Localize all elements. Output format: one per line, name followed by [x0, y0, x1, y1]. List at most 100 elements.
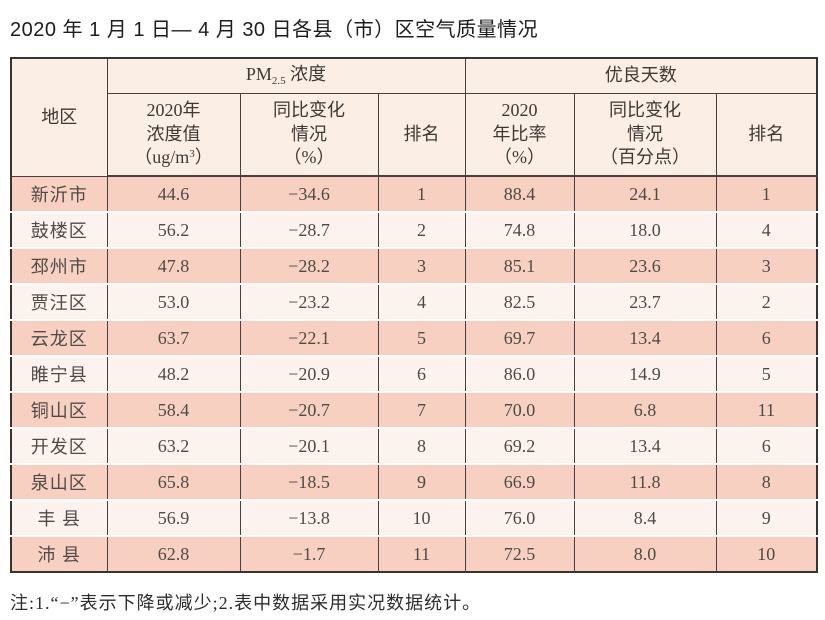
- good-ratio-cell: 74.8: [464, 211, 575, 249]
- good-ratio-line3: （%）: [494, 146, 546, 167]
- pm-rank-cell: 3: [377, 247, 466, 285]
- column-header-pm-value: 2020年 浓度值 （ug/m3）: [106, 92, 241, 177]
- region-cell: 睢宁县: [10, 355, 108, 393]
- good-ratio-cell: 70.0: [464, 391, 575, 429]
- good-change-line2: 情况: [627, 123, 664, 144]
- pm-value-cell: 62.8: [106, 535, 241, 573]
- good-rank-cell: 11: [715, 391, 818, 429]
- pm-change-cell: −22.1: [239, 319, 379, 357]
- good-ratio-line2: 年比率: [492, 123, 547, 144]
- good-change-cell: 23.6: [573, 247, 717, 285]
- table-body: 新沂市 44.6 −34.6 1 88.4 24.1 1 鼓楼区 56.2 −2…: [10, 175, 818, 573]
- region-cell: 云龙区: [10, 319, 108, 357]
- table-row: 鼓楼区 56.2 −28.7 2 74.8 18.0 4: [10, 211, 818, 249]
- pm25-label-subscript: 2.5: [271, 75, 286, 88]
- pm-rank-cell: 8: [377, 427, 466, 465]
- pm-value-cell: 58.4: [106, 391, 241, 429]
- pm-change-cell: −20.7: [239, 391, 379, 429]
- pm-value-cell: 56.2: [106, 211, 241, 249]
- good-rank-cell: 1: [715, 175, 818, 213]
- column-header-region: 地区: [10, 57, 108, 177]
- region-cell: 鼓楼区: [10, 211, 108, 249]
- pm-change-line2: 情况: [291, 123, 327, 144]
- header-group-row: 地区 PM2.5 浓度 优良天数: [10, 57, 818, 177]
- good-ratio-cell: 69.7: [464, 319, 575, 357]
- pm-value-cell: 63.7: [106, 319, 241, 357]
- pm-rank-cell: 11: [377, 535, 466, 573]
- good-ratio-cell: 72.5: [464, 535, 575, 573]
- pm-rank-cell: 6: [377, 355, 466, 393]
- good-rank-cell: 8: [715, 463, 818, 501]
- pm-value-cell: 48.2: [106, 355, 241, 393]
- pm-rank-cell: 5: [377, 319, 466, 357]
- pm-change-cell: −20.1: [239, 427, 379, 465]
- table-row: 沛 县 62.8 −1.7 11 72.5 8.0 10: [10, 535, 818, 573]
- pm25-label-main: PM: [245, 64, 272, 85]
- good-change-cell: 13.4: [573, 427, 717, 465]
- pm-value-cell: 65.8: [106, 463, 241, 501]
- pm-change-cell: −20.9: [239, 355, 379, 393]
- good-ratio-cell: 88.4: [464, 175, 575, 213]
- good-ratio-cell: 76.0: [464, 499, 575, 537]
- pm-rank-cell: 9: [377, 463, 466, 501]
- table-row: 新沂市 44.6 −34.6 1 88.4 24.1 1: [10, 175, 818, 213]
- good-change-line1: 同比变化: [609, 100, 682, 121]
- table-row: 贾汪区 53.0 −23.2 4 82.5 23.7 2: [10, 283, 818, 321]
- region-cell: 丰 县: [10, 499, 108, 537]
- column-header-good-rank: 排名: [715, 92, 818, 177]
- pm-change-cell: −34.6: [239, 175, 379, 213]
- column-group-good-days: 优良天数: [464, 57, 818, 94]
- pm25-label-rest: 浓度: [285, 64, 327, 85]
- good-rank-cell: 5: [715, 355, 818, 393]
- pm-value-unit-sup: 3: [189, 147, 195, 160]
- pm-rank-cell: 4: [377, 283, 466, 321]
- good-change-cell: 8.0: [573, 535, 717, 573]
- pm-value-cell: 44.6: [106, 175, 241, 213]
- good-change-cell: 18.0: [573, 211, 717, 249]
- table-row: 云龙区 63.7 −22.1 5 69.7 13.4 6: [10, 319, 818, 357]
- good-ratio-cell: 66.9: [464, 463, 575, 501]
- good-change-cell: 8.4: [573, 499, 717, 537]
- good-change-cell: 24.1: [573, 175, 717, 213]
- good-change-cell: 11.8: [573, 463, 717, 501]
- pm-value-line1: 2020年: [146, 100, 201, 121]
- pm-rank-cell: 7: [377, 391, 466, 429]
- good-ratio-cell: 86.0: [464, 355, 575, 393]
- column-header-pm-rank: 排名: [377, 92, 466, 177]
- pm-change-line1: 同比变化: [273, 100, 345, 121]
- pm-value-cell: 56.9: [106, 499, 241, 537]
- good-change-cell: 13.4: [573, 319, 717, 357]
- table-footnote: 注:1.“−”表示下降或减少;2.表中数据采用实况数据统计。: [10, 593, 482, 613]
- column-header-pm-change: 同比变化 情况 （%）: [239, 92, 379, 177]
- pm-change-cell: −23.2: [239, 283, 379, 321]
- good-rank-cell: 3: [715, 247, 818, 285]
- good-rank-cell: 6: [715, 427, 818, 465]
- pm-rank-cell: 1: [377, 175, 466, 213]
- good-ratio-cell: 69.2: [464, 427, 575, 465]
- pm-change-cell: −28.7: [239, 211, 379, 249]
- region-cell: 新沂市: [10, 175, 108, 213]
- air-quality-table: 地区 PM2.5 浓度 优良天数 2020年 浓度值 （ug/m3） 同比变化 …: [10, 57, 819, 573]
- good-ratio-cell: 82.5: [464, 283, 575, 321]
- good-rank-cell: 10: [715, 535, 818, 573]
- table-row: 铜山区 58.4 −20.7 7 70.0 6.8 11: [10, 391, 818, 429]
- pm-change-cell: −1.7: [239, 535, 379, 573]
- region-cell: 开发区: [10, 427, 108, 465]
- region-cell: 铜山区: [10, 391, 108, 429]
- pm-change-cell: −28.2: [239, 247, 379, 285]
- good-rank-cell: 4: [715, 211, 818, 249]
- good-change-cell: 23.7: [573, 283, 717, 321]
- pm-value-cell: 63.2: [106, 427, 241, 465]
- pm-value-cell: 53.0: [106, 283, 241, 321]
- column-header-good-change: 同比变化 情况 （百分点）: [573, 92, 717, 177]
- region-cell: 邳州市: [10, 247, 108, 285]
- pm-change-line3: （%）: [283, 146, 335, 167]
- pm-change-cell: −13.8: [239, 499, 379, 537]
- good-change-cell: 14.9: [573, 355, 717, 393]
- pm-change-cell: −18.5: [239, 463, 379, 501]
- table-row: 泉山区 65.8 −18.5 9 66.9 11.8 8: [10, 463, 818, 501]
- good-rank-cell: 2: [715, 283, 818, 321]
- good-rank-cell: 9: [715, 499, 818, 537]
- column-header-good-ratio: 2020 年比率 （%）: [464, 92, 575, 177]
- pm-rank-cell: 10: [377, 499, 466, 537]
